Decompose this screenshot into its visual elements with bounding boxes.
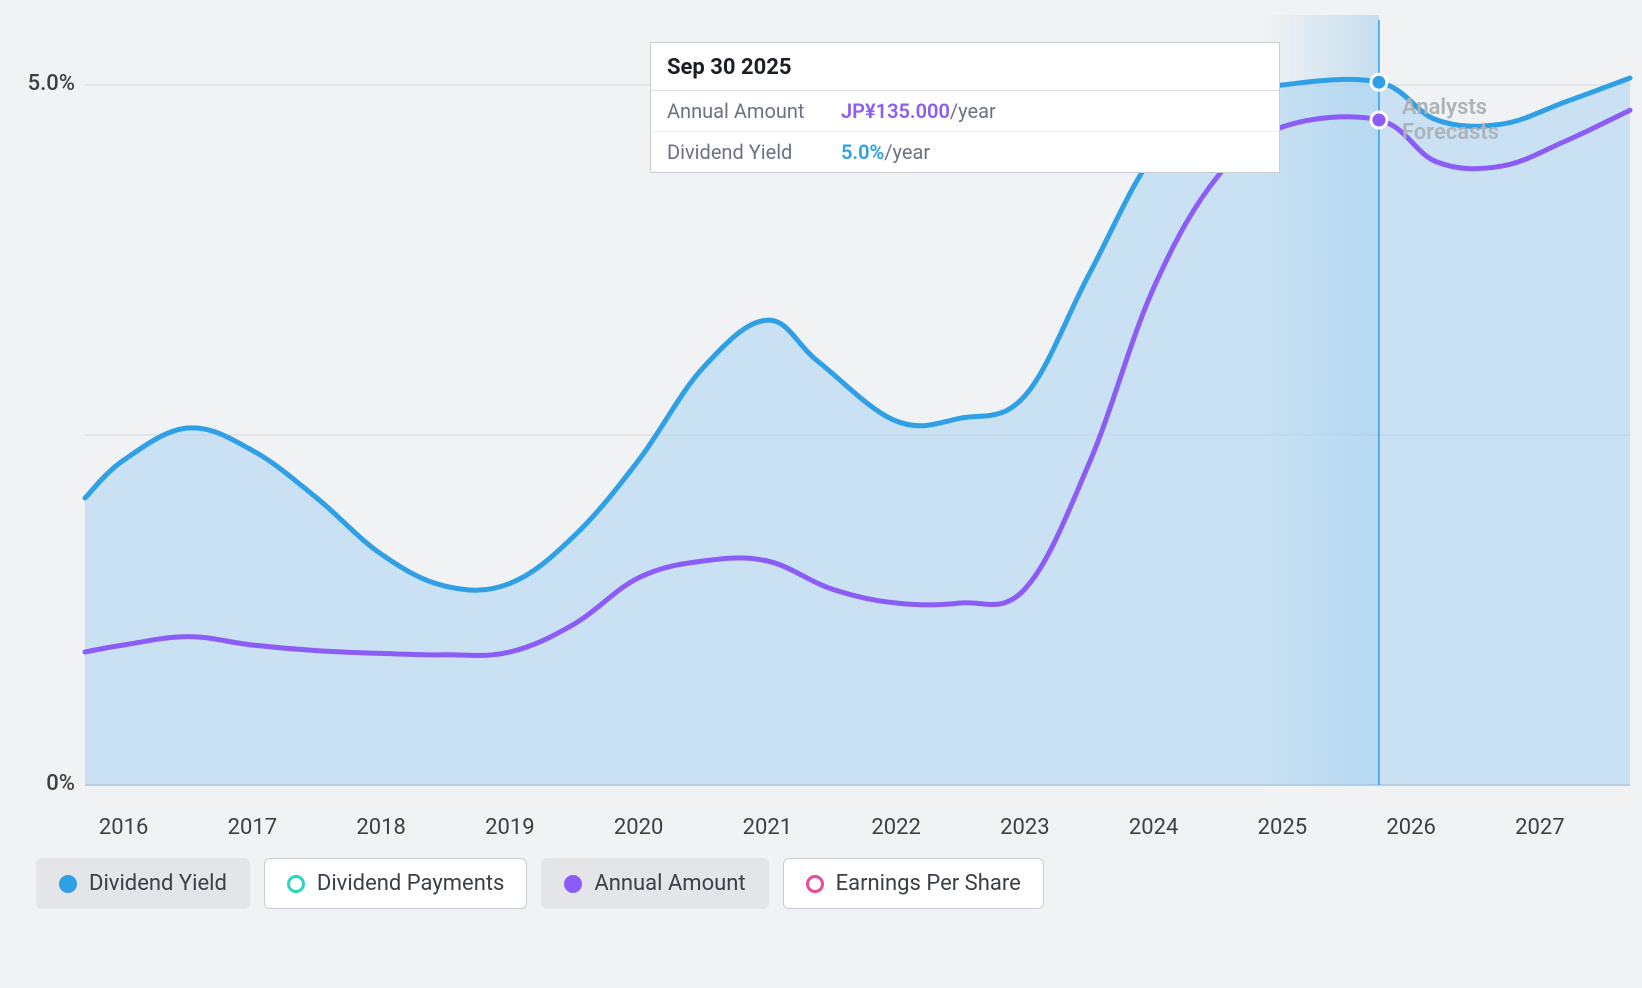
- tooltip-key: Annual Amount: [667, 99, 817, 123]
- legend-label: Earnings Per Share: [836, 871, 1021, 896]
- x-axis-tick: 2016: [99, 815, 148, 840]
- x-axis-tick: 2026: [1386, 815, 1435, 840]
- legend-item-annual_amount[interactable]: Annual Amount: [541, 858, 768, 909]
- x-axis-tick: 2017: [228, 815, 277, 840]
- y-axis-tick: 0%: [46, 771, 75, 796]
- dividend-chart: 0% 5.0% 2016 2017 2018 2019 2020 2021 2022 2023 2…: [0, 0, 1642, 988]
- legend-label: Dividend Payments: [317, 871, 505, 896]
- x-axis-tick: 2027: [1515, 815, 1564, 840]
- x-axis-tick: 2022: [871, 815, 920, 840]
- x-axis-tick: 2024: [1129, 815, 1178, 840]
- legend-label: Annual Amount: [594, 871, 745, 896]
- x-axis-tick: 2020: [614, 815, 663, 840]
- legend-label: Dividend Yield: [89, 871, 227, 896]
- tooltip-value: JP¥135.000/year: [841, 99, 996, 123]
- legend-item-dividend_payments[interactable]: Dividend Payments: [264, 858, 528, 909]
- tooltip-title: Sep 30 2025: [651, 43, 1279, 91]
- y-axis-tick: 5.0%: [28, 71, 75, 96]
- x-axis-tick: 2018: [356, 815, 405, 840]
- legend-item-dividend_yield[interactable]: Dividend Yield: [36, 858, 250, 909]
- legend-item-eps[interactable]: Earnings Per Share: [783, 858, 1044, 909]
- x-axis-tick: 2023: [1000, 815, 1049, 840]
- chart-legend: Dividend Yield Dividend Payments Annual Am…: [36, 858, 1044, 909]
- x-axis-tick: 2025: [1258, 815, 1307, 840]
- chart-tooltip: Sep 30 2025 Annual Amount JP¥135.000/year D…: [650, 42, 1280, 173]
- tooltip-value: 5.0%/year: [841, 140, 930, 164]
- forecast-label: Analysts Forecasts: [1402, 95, 1562, 145]
- tooltip-key: Dividend Yield: [667, 140, 817, 164]
- legend-marker: [564, 875, 582, 893]
- tooltip-row: Annual Amount JP¥135.000/year: [651, 91, 1279, 132]
- legend-marker: [287, 875, 305, 893]
- x-axis-tick: 2021: [743, 815, 792, 840]
- tooltip-row: Dividend Yield 5.0%/year: [651, 132, 1279, 172]
- x-axis-tick: 2019: [485, 815, 534, 840]
- legend-marker: [59, 875, 77, 893]
- legend-marker: [806, 875, 824, 893]
